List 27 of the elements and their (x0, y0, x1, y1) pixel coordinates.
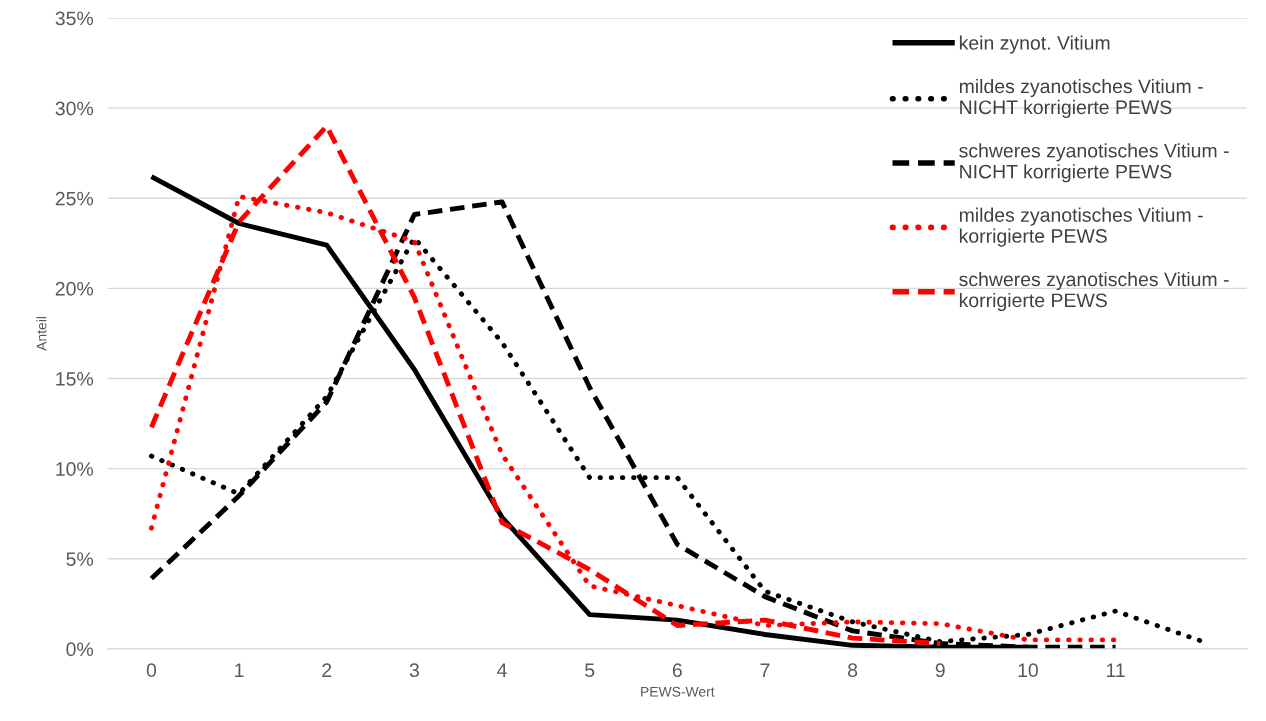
y-tick-label: 25% (55, 191, 94, 206)
x-tick-label: 5 (585, 663, 595, 678)
legend-label: mildes zyanotisches Vitium - korrigierte PEWS (959, 207, 1203, 247)
x-tick-label: 6 (672, 663, 682, 678)
legend-label: mildes zyanotisches Vitium - NICHT korrigierte PEWS (959, 78, 1203, 118)
x-tick-label: 9 (935, 663, 945, 678)
y-tick-label: 15% (56, 372, 94, 386)
x-tick-label: 10 (1018, 663, 1038, 678)
legend-label: kein zynot. Vitium (959, 35, 1110, 54)
x-tick-label: 4 (497, 663, 507, 677)
legend-label: schweres zyanotisches Vitium - korrigierte PEWS (959, 271, 1229, 312)
x-tick-label: 3 (409, 663, 419, 678)
y-tick-label: 20% (55, 281, 94, 296)
x-axis-title: PEWS-Wert (641, 686, 715, 697)
y-tick-label: 35% (55, 11, 94, 26)
y-tick-label: 10% (56, 462, 94, 476)
x-tick-label: 2 (322, 663, 332, 677)
x-tick-label: 7 (760, 663, 770, 677)
y-tick-label: 0% (66, 642, 94, 657)
y-tick-label: 30% (55, 101, 94, 116)
x-tick-label: 8 (848, 663, 858, 678)
legend-label: schweres zyanotisches Vitium - NICHT korrigierte PEWS (959, 143, 1229, 183)
x-tick-label: 1 (235, 663, 244, 677)
y-axis-title: Anteil (36, 317, 47, 351)
x-tick-label: 11 (1106, 663, 1125, 677)
y-tick-label: 5% (66, 552, 94, 567)
x-tick-label: 0 (146, 663, 157, 678)
